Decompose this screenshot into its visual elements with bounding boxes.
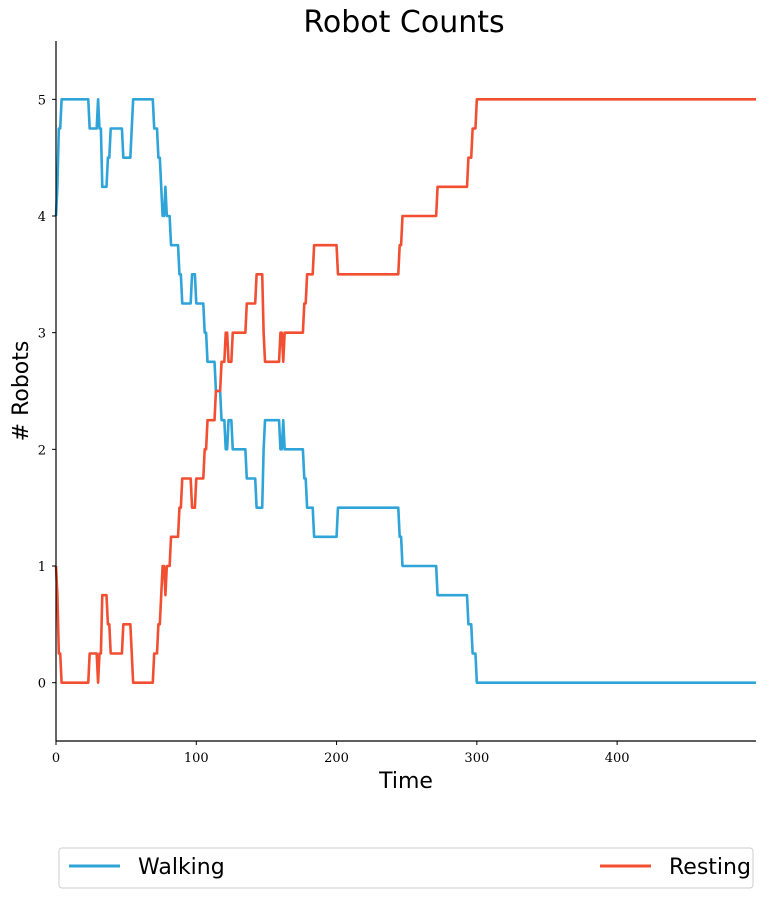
x-tick-label: 200 (324, 751, 349, 766)
x-tick-label: 100 (184, 751, 209, 766)
x-tick-label: 0 (52, 751, 60, 766)
y-ticks: 0 1 2 3 4 5 (38, 93, 56, 692)
legend-frame (58, 847, 754, 889)
x-tick-label: 400 (605, 751, 630, 766)
y-tick-label: 5 (38, 93, 46, 108)
y-tick-label: 1 (38, 560, 46, 575)
series-line-walking (54, 98, 756, 684)
legend: Walking Resting (58, 847, 754, 889)
series-line-resting (54, 98, 756, 684)
y-tick-label: 2 (38, 443, 46, 458)
series-group (54, 98, 756, 684)
y-tick-label: 0 (38, 677, 46, 692)
y-tick-label: 4 (38, 210, 46, 225)
chart-title: Robot Counts (303, 5, 504, 40)
x-axis-label: Time (378, 769, 433, 794)
x-tick-label: 300 (464, 751, 489, 766)
y-axis-label: # Robots (9, 341, 34, 442)
x-ticks: 0 100 200 300 400 (52, 741, 630, 766)
legend-label-resting: Resting (669, 855, 751, 880)
legend-label-walking: Walking (138, 855, 225, 880)
y-tick-label: 3 (38, 327, 46, 342)
